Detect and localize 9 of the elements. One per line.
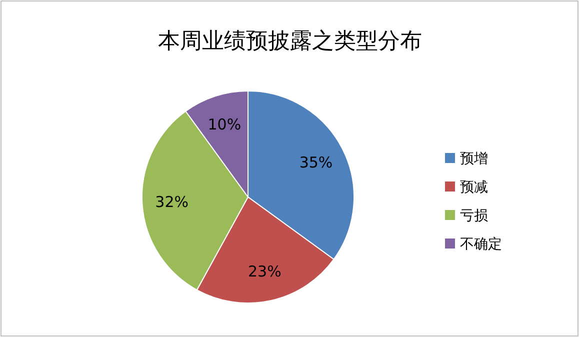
legend-label: 预增: [460, 150, 488, 167]
legend-label: 不确定: [460, 236, 502, 252]
chart-title: 本周业绩预披露之类型分布: [158, 29, 422, 54]
data-label: 10%: [208, 116, 242, 134]
data-label: 35%: [299, 154, 333, 172]
data-label: 32%: [155, 193, 188, 212]
data-label: 23%: [248, 262, 282, 281]
legend-label: 亏损: [460, 208, 488, 224]
legend-label: 预减: [460, 179, 488, 196]
